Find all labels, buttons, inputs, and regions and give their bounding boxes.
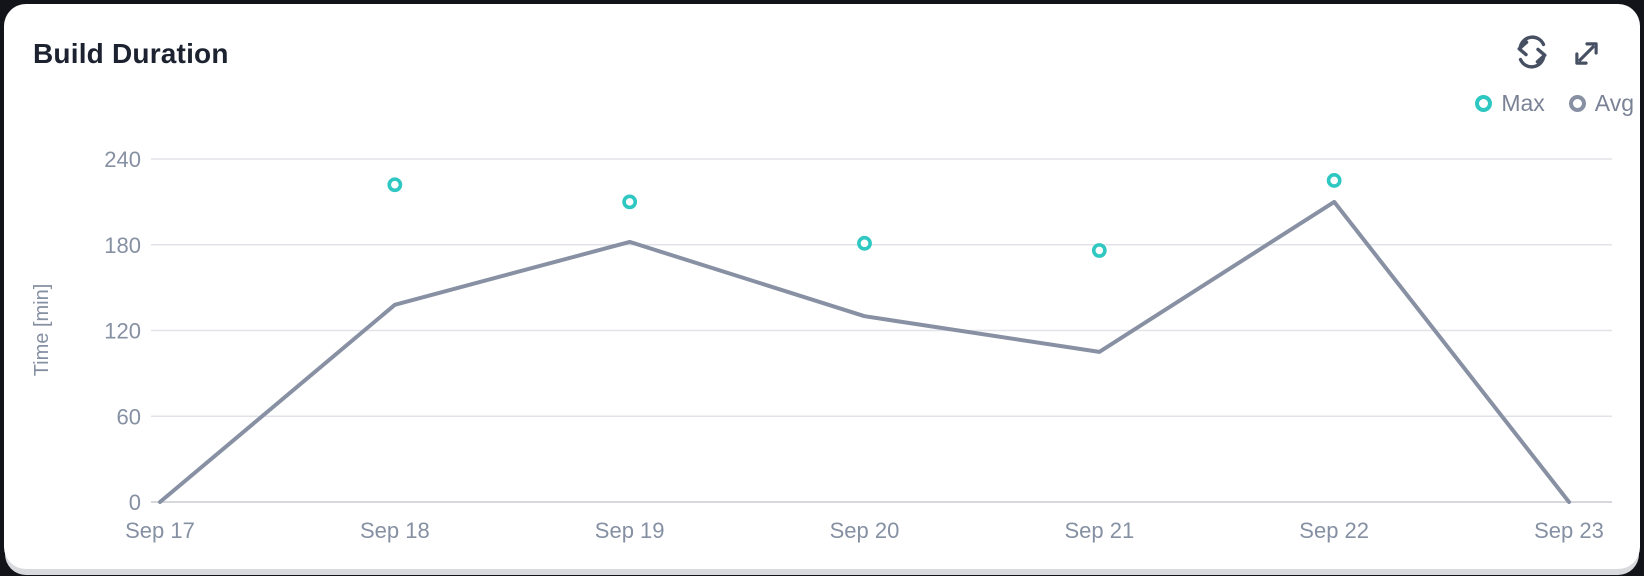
x-axis-tick-label: Sep 18 (360, 518, 430, 543)
x-axis-tick-label: Sep 17 (125, 518, 195, 543)
avg-line (158, 199, 1571, 504)
x-axis-tick-label: Sep 20 (830, 518, 900, 543)
expand-button[interactable] (1568, 35, 1605, 72)
max-point (1091, 243, 1107, 258)
y-axis-title: Time [min] (31, 284, 53, 377)
x-axis-tick-label: Sep 23 (1534, 518, 1604, 543)
y-axis-tick-label: 180 (104, 233, 141, 258)
legend-item-avg[interactable]: Avg (1568, 90, 1634, 117)
legend-item-max[interactable]: Max (1475, 90, 1545, 117)
legend-label-avg: Avg (1594, 90, 1634, 116)
y-axis-tick-label: 120 (104, 319, 141, 344)
max-point (1326, 173, 1342, 188)
refresh-button[interactable] (1512, 32, 1552, 72)
y-axis-tick-label: 60 (117, 404, 141, 429)
y-axis-tick-label: 240 (104, 147, 141, 172)
widget-title: Build Duration (33, 38, 229, 69)
refresh-icon (1517, 35, 1547, 69)
build-duration-chart[interactable]: 0 60 120 180 240 Sep 17 Sep 18 Sep 19 Sep 20 Sep … (4, 4, 1640, 569)
dashboard-card: Build Duration Max Avg 0 60 120 180 240 Sep 1… (4, 4, 1640, 569)
max-point (857, 235, 872, 251)
x-axis-tick-label: Sep 19 (595, 518, 665, 543)
x-axis-tick-label: Sep 21 (1064, 518, 1134, 543)
max-point (387, 177, 403, 193)
legend-marker-avg (1568, 95, 1586, 112)
y-axis-tick-label: 0 (129, 490, 141, 515)
chart-legend: Max Avg (1475, 90, 1634, 117)
legend-label-max: Max (1501, 90, 1545, 116)
x-axis-tick-label: Sep 22 (1299, 518, 1369, 543)
max-point (622, 194, 638, 210)
expand-icon (1575, 42, 1598, 65)
legend-marker-max (1475, 95, 1493, 112)
